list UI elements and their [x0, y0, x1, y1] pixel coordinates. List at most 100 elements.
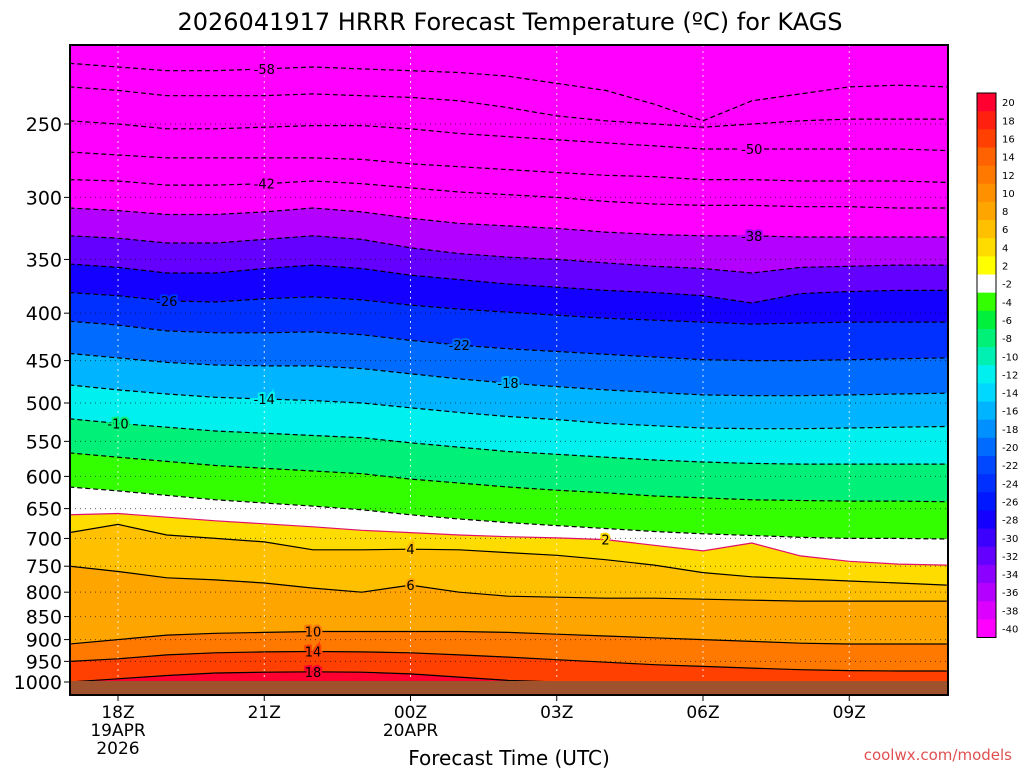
colorbar-swatch	[977, 183, 996, 203]
x-tick-label: 00Z	[394, 703, 427, 723]
colorbar-swatch	[977, 492, 996, 511]
y-tick-label: 900	[26, 630, 62, 652]
contour-label: 4	[406, 543, 414, 558]
y-tick-label: 750	[26, 556, 62, 578]
colorbar-label: -18	[1002, 425, 1018, 436]
colorbar-label: -2	[1002, 280, 1012, 291]
colorbar-label: -26	[1002, 497, 1018, 508]
contour-line	[70, 486, 947, 540]
colorbar-label: 2	[1002, 262, 1008, 273]
colorbar-label: 6	[1002, 225, 1008, 236]
y-tick-label: 1000	[14, 672, 62, 694]
colorbar-label: -16	[1002, 407, 1018, 418]
colorbar-swatch	[977, 437, 996, 457]
colorbar-swatch	[977, 274, 996, 294]
colorbar-swatch	[977, 292, 996, 312]
colorbar-label: 12	[1002, 171, 1015, 182]
colorbar-swatch	[977, 238, 996, 257]
colorbar-swatch	[977, 365, 996, 384]
contour-label: -50	[741, 143, 762, 158]
contour-line	[70, 512, 947, 566]
colorbar-label: -22	[1002, 461, 1018, 472]
contour-line	[70, 86, 947, 128]
contour-line	[70, 263, 947, 304]
contour-line	[70, 630, 947, 645]
colorbar-label: 20	[1002, 98, 1015, 109]
contour-label: 2	[601, 534, 609, 549]
contour-label: -42	[254, 178, 275, 193]
colorbar-label: 4	[1002, 243, 1008, 254]
colorbar-label: -20	[1002, 443, 1018, 454]
contour-label: -26	[156, 295, 177, 310]
colorbar-label: -28	[1002, 516, 1018, 527]
contour-label: -22	[449, 339, 470, 354]
colorbar-frame	[976, 92, 997, 638]
colorbar-swatch	[977, 474, 996, 493]
y-tick-label: 800	[26, 582, 62, 604]
y-tick-label: 350	[26, 249, 62, 271]
colorbar-swatch	[977, 619, 996, 638]
contour-line	[70, 565, 947, 602]
x-tick-label: 09Z	[833, 703, 866, 723]
colorbar-swatch	[977, 147, 996, 166]
colorbar-swatch	[977, 546, 996, 566]
y-axis: 2503003504004505005506006507007508008509…	[14, 114, 70, 694]
temperature-fills	[70, 45, 948, 695]
y-tick-label: 700	[26, 528, 62, 550]
contour-labels: -58 -50 -42 -38 -26 -22 -18 -14 -10 2 4 6 10 14 18	[105, 61, 764, 683]
contour-line	[70, 207, 947, 238]
colorbar-swatch	[977, 564, 996, 584]
colorbar-label: -34	[1002, 570, 1018, 581]
colorbar-swatch	[977, 201, 996, 221]
contour-label: 10	[305, 625, 322, 640]
x-tick-label: 03Z	[540, 703, 573, 723]
contour-line	[70, 320, 947, 362]
colorbar-label: 18	[1002, 116, 1015, 127]
contour-label: 18	[305, 666, 322, 681]
colorbar-label: 14	[1002, 153, 1015, 164]
contour-line	[70, 62, 947, 122]
contour-line	[70, 151, 947, 183]
colorbar-label: -10	[1002, 352, 1018, 363]
colorbar-swatch	[977, 383, 996, 402]
colorbar-swatch	[977, 419, 996, 439]
colorbar-swatch	[977, 165, 996, 185]
colorbar-label: -6	[1002, 316, 1012, 327]
colorbar-swatch	[977, 528, 996, 548]
colorbar-label: -14	[1002, 389, 1018, 400]
colorbar-swatch	[977, 256, 996, 275]
plot-area	[70, 45, 948, 695]
y-tick-label: 550	[26, 431, 62, 453]
contour-line	[70, 418, 947, 465]
colorbar-label: -8	[1002, 334, 1012, 345]
x-tick-label: 06Z	[686, 703, 719, 723]
contour-line	[70, 650, 947, 672]
y-tick-label: 950	[26, 651, 62, 673]
colorbar-label: 8	[1002, 207, 1008, 218]
contour-line	[70, 291, 947, 325]
colorbar-swatch	[977, 328, 996, 348]
colorbar-label: -30	[1002, 534, 1018, 545]
x-tick-label: 20APR	[383, 721, 439, 741]
contour-label: -38	[741, 230, 762, 245]
colorbar-swatch	[977, 401, 996, 421]
temperature-contours	[70, 62, 947, 690]
y-tick-label: 450	[26, 351, 62, 373]
colorbar-label: -24	[1002, 479, 1018, 490]
x-axis-label: Forecast Time (UTC)	[408, 746, 610, 768]
colorbar-swatch	[977, 111, 996, 130]
x-tick-label: 21Z	[248, 703, 281, 723]
colorbar-swatch	[977, 220, 996, 239]
contour-label: -18	[497, 377, 518, 392]
grid-lines	[70, 45, 948, 695]
colorbar-swatch	[977, 129, 996, 148]
contour-line	[70, 235, 947, 274]
credit-text: coolwx.com/models	[864, 746, 1012, 764]
colorbar-label: -12	[1002, 370, 1018, 381]
contour-line	[70, 352, 947, 397]
contour-label: 6	[406, 579, 414, 594]
contour-label: -14	[254, 393, 275, 408]
y-tick-label: 850	[26, 607, 62, 629]
